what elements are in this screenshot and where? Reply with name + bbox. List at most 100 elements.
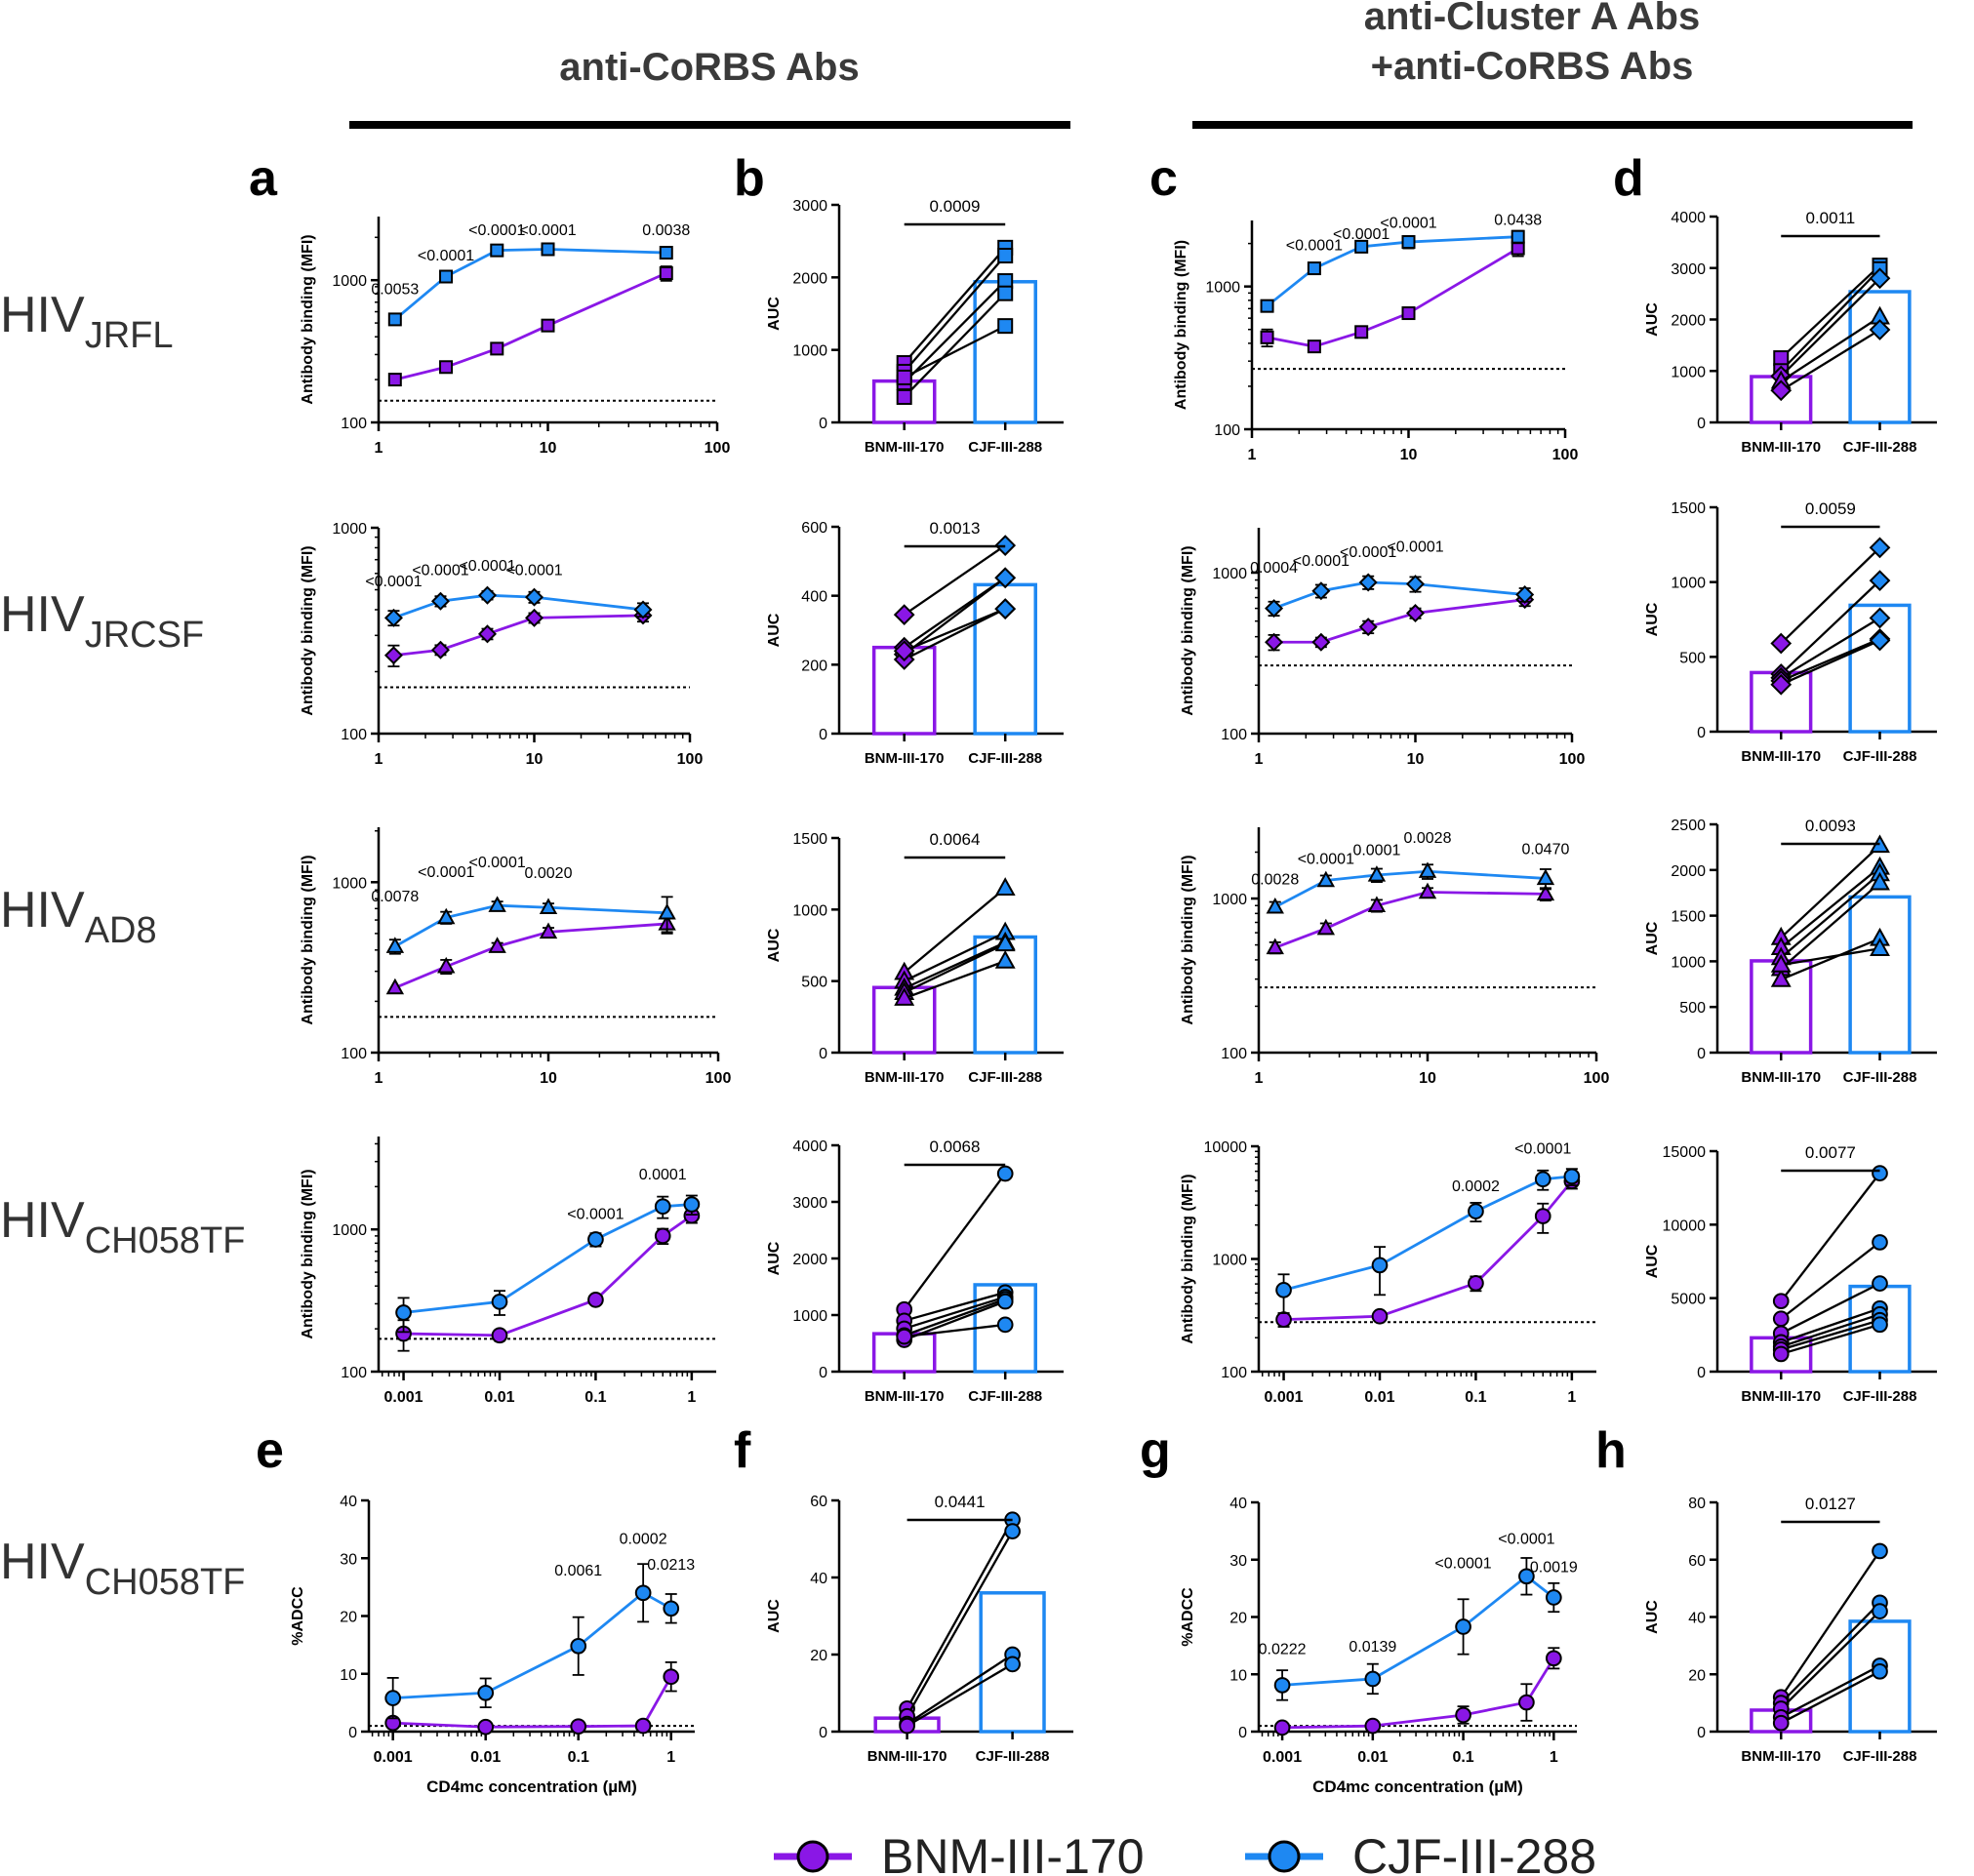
series-line bbox=[1273, 598, 1525, 644]
p-value-label: 0.0019 bbox=[1530, 1560, 1578, 1577]
y-tick-label: 10 bbox=[1229, 1667, 1247, 1684]
series-bnm bbox=[387, 265, 673, 387]
y-tick-label: 15000 bbox=[1663, 1144, 1707, 1161]
y-tick-label: 40 bbox=[810, 1571, 827, 1587]
y-axis-label: AUC bbox=[1644, 921, 1661, 955]
pair-point-cjf bbox=[994, 567, 1017, 589]
data-point bbox=[1511, 241, 1525, 256]
pair-line bbox=[904, 608, 1006, 661]
y-tick-label: 2000 bbox=[1671, 863, 1706, 880]
x-tick-label: 0.01 bbox=[470, 1749, 501, 1766]
legend-item-bnm: BNM-III-170 bbox=[774, 1829, 1145, 1876]
y-tick-label: 0 bbox=[819, 416, 827, 432]
series-line bbox=[1274, 891, 1546, 949]
x-tick-label: 100 bbox=[1559, 751, 1586, 768]
y-tick-label: 1000 bbox=[792, 902, 827, 919]
pair-point-bnm bbox=[1772, 1714, 1790, 1732]
category-label: BNM-III-170 bbox=[1741, 748, 1821, 765]
y-tick-label: 20 bbox=[810, 1648, 827, 1664]
y-tick-label: 500 bbox=[801, 975, 827, 991]
svg-text:HIVJRCSF: HIVJRCSF bbox=[0, 586, 204, 656]
panel-label: d bbox=[1613, 150, 1644, 207]
pair-point-bnm bbox=[1770, 673, 1793, 696]
data-point bbox=[654, 1227, 671, 1245]
data-point bbox=[1518, 1694, 1535, 1711]
paired-sample bbox=[1770, 570, 1891, 685]
panel-label: e bbox=[256, 1422, 284, 1479]
pair-line bbox=[903, 887, 1006, 974]
pair-point-bnm bbox=[1770, 968, 1792, 987]
data-point bbox=[383, 608, 403, 627]
pair-point-cjf bbox=[1870, 938, 1890, 956]
p-value-label: 0.0139 bbox=[1349, 1639, 1396, 1656]
y-tick-label: 1000 bbox=[1671, 954, 1706, 971]
x-tick-label: 10 bbox=[1400, 447, 1418, 463]
y-tick-label: 2500 bbox=[1671, 818, 1706, 834]
y-tick-label: 1000 bbox=[332, 875, 367, 892]
series-line bbox=[1267, 247, 1519, 348]
data-point bbox=[1307, 261, 1321, 276]
series-line bbox=[394, 922, 667, 989]
y-tick-label: 100 bbox=[341, 727, 367, 743]
pair-point-cjf bbox=[996, 1165, 1014, 1182]
pair-line bbox=[1780, 1664, 1881, 1719]
category-label: CJF-III-288 bbox=[968, 439, 1042, 456]
x-tick-label: 0.001 bbox=[374, 1749, 413, 1766]
panel-label: f bbox=[734, 1422, 751, 1479]
x-tick-label: 10 bbox=[1407, 751, 1425, 768]
panel-label: g bbox=[1140, 1422, 1171, 1479]
x-tick-label: 0.1 bbox=[1452, 1749, 1473, 1766]
y-tick-label: 0 bbox=[1697, 1365, 1706, 1381]
series-bnm bbox=[1266, 882, 1555, 955]
category-label: BNM-III-170 bbox=[1741, 439, 1821, 456]
chart-a3: 100 1000 1 10 100 Antibody binding (MFI) 0.007… bbox=[300, 827, 731, 1087]
y-tick-label: 0 bbox=[1697, 725, 1706, 741]
pair-line bbox=[904, 942, 1006, 994]
data-point bbox=[1358, 618, 1378, 637]
p-value-label: 0.0002 bbox=[1452, 1178, 1500, 1195]
row-label-virus: HIV bbox=[0, 882, 85, 938]
category-label: BNM-III-170 bbox=[1741, 1748, 1821, 1765]
p-value-label: 0.0078 bbox=[371, 889, 419, 905]
x-tick-label: 0.001 bbox=[384, 1389, 423, 1406]
svg-text:HIVCH058TF: HIVCH058TF bbox=[0, 1192, 245, 1261]
pair-point-cjf bbox=[1872, 1542, 1888, 1560]
row-label-4: HIVCH058TF bbox=[0, 1192, 245, 1261]
y-tick-label: 100 bbox=[341, 416, 367, 432]
chart-c3: 100 1000 1 10 100 Antibody binding (MFI) 0.002… bbox=[1180, 827, 1609, 1087]
row-label-2: HIVJRCSF bbox=[0, 586, 204, 656]
series-line bbox=[403, 1214, 693, 1337]
data-point bbox=[387, 373, 402, 387]
data-point bbox=[1354, 239, 1369, 254]
p-value-label: <0.0001 bbox=[1333, 226, 1390, 243]
panel-label: b bbox=[734, 150, 765, 207]
series-bnm bbox=[395, 1207, 701, 1352]
y-tick-label: 1000 bbox=[1671, 576, 1706, 592]
x-tick-label: 100 bbox=[705, 1070, 732, 1087]
pair-line bbox=[906, 1531, 1014, 1717]
p-value-label: <0.0001 bbox=[1293, 553, 1350, 570]
y-tick-label: 0 bbox=[1697, 1046, 1706, 1062]
data-point bbox=[1371, 1307, 1389, 1325]
paired-sample bbox=[894, 949, 1016, 1006]
p-value-label: <0.0001 bbox=[365, 574, 422, 590]
pair-line bbox=[1780, 1241, 1881, 1320]
y-tick-label: 1500 bbox=[1671, 909, 1706, 926]
y-tick-label: 100 bbox=[1214, 422, 1240, 439]
y-axis-label: AUC bbox=[766, 297, 783, 331]
svg-text:HIVCH058TF: HIVCH058TF bbox=[0, 1534, 245, 1603]
paired-sample bbox=[1772, 1662, 1888, 1732]
data-point bbox=[477, 585, 497, 605]
x-tick-label: 0.001 bbox=[1265, 1389, 1304, 1406]
p-value-label: 0.0020 bbox=[525, 865, 573, 882]
pair-point-cjf bbox=[1004, 1656, 1021, 1673]
y-tick-label: 60 bbox=[1688, 1553, 1706, 1570]
pair-point-bnm bbox=[894, 987, 915, 1006]
x-tick-label: 1 bbox=[1567, 1389, 1576, 1406]
paired-sample bbox=[899, 1656, 1021, 1735]
y-tick-label: 100 bbox=[1221, 1046, 1247, 1062]
data-point bbox=[1316, 870, 1336, 888]
p-value-label: <0.0001 bbox=[418, 864, 474, 881]
series-line bbox=[394, 271, 667, 381]
